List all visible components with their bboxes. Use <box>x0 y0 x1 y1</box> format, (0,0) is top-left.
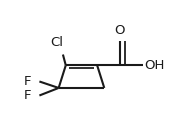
Text: F: F <box>24 89 32 102</box>
Text: F: F <box>24 75 32 88</box>
Text: OH: OH <box>144 59 164 72</box>
Text: Cl: Cl <box>51 36 64 49</box>
Text: O: O <box>115 24 125 37</box>
